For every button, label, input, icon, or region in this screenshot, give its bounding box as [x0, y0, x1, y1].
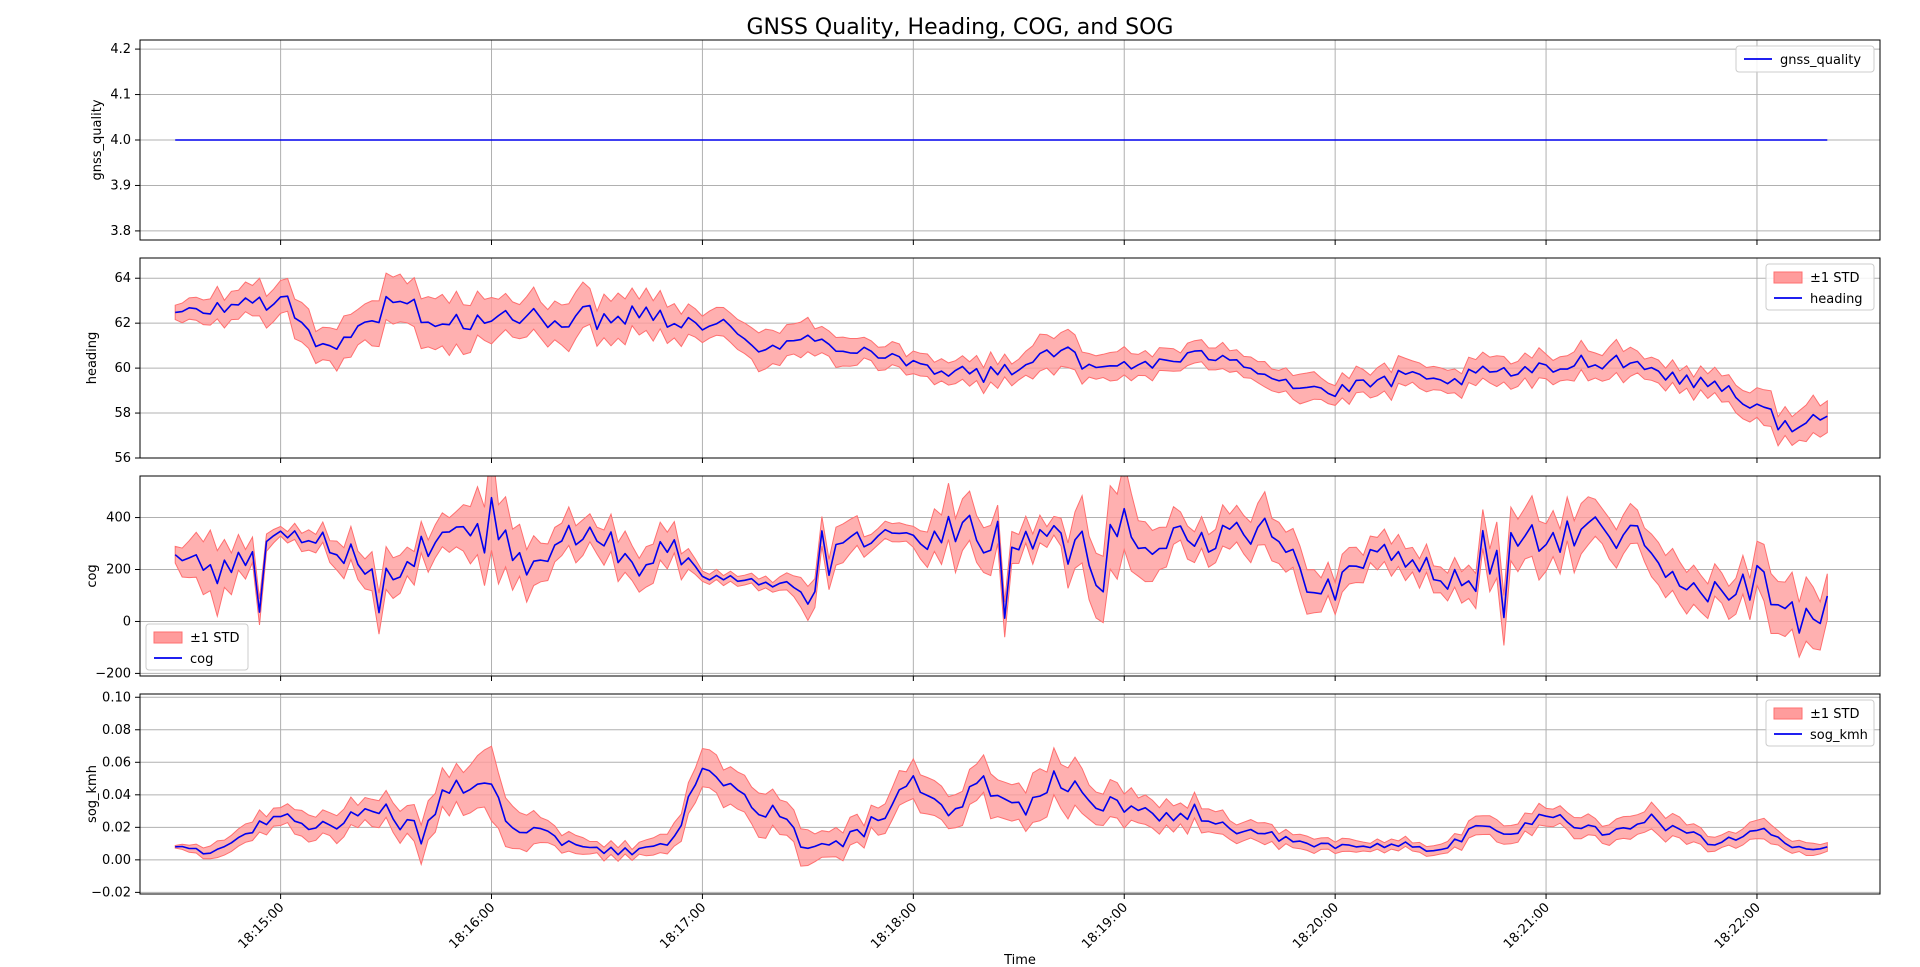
legend-series-label: sog_kmh [1810, 728, 1868, 743]
legend-band-label: ±1 STD [1810, 707, 1860, 722]
x-tick-label: 18:19:00 [1079, 900, 1131, 952]
legend: gnss_quality [1735, 45, 1875, 73]
y-tick-label: 4.1 [110, 88, 131, 103]
y-tick-label: 0.06 [102, 755, 131, 770]
std-band [174, 272, 1828, 447]
axes-frame [139, 693, 1881, 895]
x-tick-label: 18:20:00 [1290, 900, 1342, 952]
axes-frame [139, 39, 1881, 241]
y-tick-label: 58 [114, 406, 131, 421]
y-tick-label: 4.2 [110, 42, 131, 57]
legend: ±1 STD sog_kmh [1765, 699, 1875, 747]
subplots-area: 3.8 3.9 4.0 4.1 4.2 gnss_quality gnss_quality 5… [85, 39, 1881, 952]
x-tick-label: 18:22:00 [1712, 900, 1764, 952]
plot-body [174, 272, 1828, 447]
axes-frame [139, 475, 1881, 677]
x-tick-label: 18:15:00 [236, 900, 288, 952]
y-axis-label: heading [85, 332, 100, 385]
legend-series-label: gnss_quality [1780, 53, 1861, 68]
y-axis-label: gnss_quality [90, 99, 105, 180]
y-tick-label: 60 [114, 361, 131, 376]
y-tick-label: 400 [106, 511, 131, 526]
y-tick-label: 200 [106, 563, 131, 578]
subplot-3: −200 0 200 400 cog ±1 STD cog [85, 475, 1881, 681]
y-tick-label: −200 [95, 666, 131, 681]
y-tick-label: 62 [114, 316, 131, 331]
legend-band-label: ±1 STD [190, 631, 240, 646]
legend-box [1735, 45, 1875, 73]
legend-series-label: cog [190, 652, 213, 667]
subplot-2: 56 58 60 62 64 heading ±1 STD heading [85, 257, 1881, 466]
legend-band-label: ±1 STD [1810, 271, 1860, 286]
y-tick-label: 56 [114, 451, 131, 466]
plot-body [174, 745, 1828, 867]
legend: ±1 STD cog [145, 623, 249, 671]
plot-body [174, 476, 1829, 659]
axes-frame [139, 257, 1881, 459]
x-tick-label: 18:18:00 [868, 900, 920, 952]
y-tick-label: 0.00 [102, 853, 131, 868]
x-tick-label: 18:17:00 [657, 900, 709, 952]
legend-band-swatch [1773, 707, 1803, 720]
y-tick-label: 0.10 [102, 690, 131, 705]
x-tick-label: 18:21:00 [1501, 900, 1553, 952]
y-tick-label: 3.9 [110, 178, 131, 193]
figure-title: GNSS Quality, Heading, COG, and SOG [747, 15, 1174, 40]
y-tick-label: 0.08 [102, 723, 131, 738]
y-tick-label: 4.0 [110, 133, 131, 148]
y-axis-label: cog [85, 564, 100, 587]
x-axis-label: Time [1003, 953, 1036, 967]
std-band [174, 476, 1828, 659]
legend-series-label: heading [1810, 292, 1863, 307]
y-tick-label: 0.02 [102, 820, 131, 835]
y-tick-label: −0.02 [91, 885, 131, 900]
y-tick-label: 64 [114, 271, 131, 286]
series-line-cog [174, 496, 1829, 634]
series-line-sog_kmh [175, 767, 1828, 856]
y-tick-label: 3.8 [110, 224, 131, 239]
legend-band-swatch [1773, 271, 1803, 284]
x-tick-label: 18:16:00 [446, 900, 498, 952]
y-axis-label: sog_kmh [85, 765, 100, 823]
subplot-1: 3.8 3.9 4.0 4.1 4.2 gnss_quality gnss_quality [90, 39, 1881, 245]
std-band [174, 745, 1828, 867]
legend-band-swatch [153, 631, 183, 644]
y-tick-label: 0 [123, 614, 131, 629]
y-tick-label: 0.04 [102, 788, 131, 803]
series-line-heading [175, 295, 1828, 433]
legend: ±1 STD heading [1765, 263, 1875, 311]
